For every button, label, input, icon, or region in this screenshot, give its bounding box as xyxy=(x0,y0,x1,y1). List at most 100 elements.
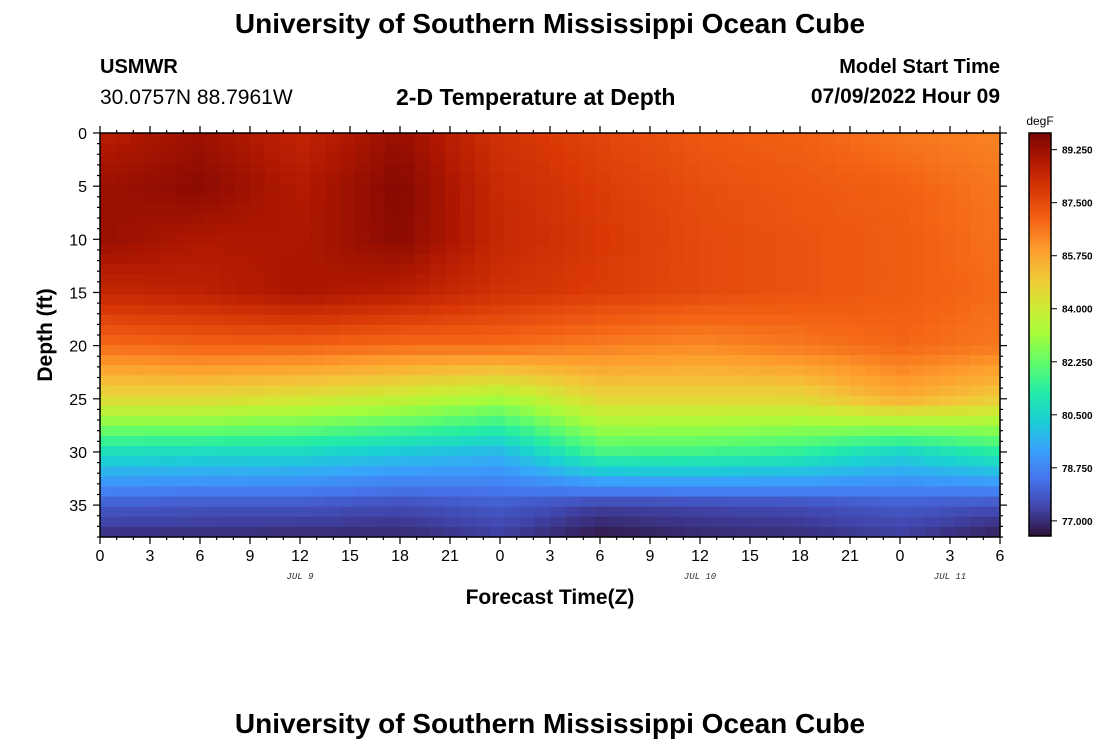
heatmap-cell xyxy=(340,496,356,508)
heatmap-cell xyxy=(715,163,731,174)
heatmap-cell xyxy=(955,436,971,447)
heatmap-cell xyxy=(520,244,536,255)
heatmap-cell xyxy=(160,496,176,508)
heatmap-cell xyxy=(910,405,926,417)
heatmap-cell xyxy=(595,446,611,457)
heatmap-cell xyxy=(745,153,761,164)
heatmap-cell xyxy=(910,133,926,144)
heatmap-cell xyxy=(115,466,131,477)
heatmap-cell xyxy=(475,375,491,387)
heatmap-cell xyxy=(550,173,566,185)
heatmap-cell xyxy=(265,486,281,498)
heatmap-cell xyxy=(850,526,866,538)
heatmap-cell xyxy=(460,446,476,457)
heatmap-cell xyxy=(415,526,431,538)
heatmap-cell xyxy=(880,355,896,366)
heatmap-cell xyxy=(205,314,221,326)
heatmap-cell xyxy=(400,133,416,144)
heatmap-cell xyxy=(535,436,551,447)
heatmap-cell xyxy=(250,244,266,255)
heatmap-cell xyxy=(985,153,1001,164)
heatmap-cell xyxy=(445,466,461,477)
heatmap-cell xyxy=(955,314,971,326)
heatmap-cell xyxy=(940,526,956,538)
heatmap-cell xyxy=(610,183,626,195)
heatmap-cell xyxy=(160,516,176,528)
heatmap-cell xyxy=(775,304,791,316)
heatmap-cell xyxy=(190,385,206,397)
heatmap-cell xyxy=(640,526,656,538)
heatmap-cell xyxy=(700,304,716,316)
heatmap-cell xyxy=(250,365,266,376)
heatmap-cell xyxy=(355,203,371,215)
heatmap-cell xyxy=(175,284,191,296)
heatmap-cell xyxy=(235,254,251,265)
heatmap-cell xyxy=(985,223,1001,235)
heatmap-cell xyxy=(400,425,416,437)
heatmap-cell xyxy=(655,365,671,376)
heatmap-cell xyxy=(475,405,491,417)
heatmap-cell xyxy=(385,264,401,275)
heatmap-cell xyxy=(910,446,926,457)
heatmap-cell xyxy=(955,355,971,366)
heatmap-cell xyxy=(130,526,146,538)
heatmap-cell xyxy=(730,466,746,477)
heatmap-cell xyxy=(985,345,1001,356)
heatmap-cell xyxy=(790,466,806,477)
heatmap-cell xyxy=(400,456,416,467)
heatmap-cell xyxy=(820,436,836,447)
heatmap-cell xyxy=(715,304,731,316)
heatmap-cell xyxy=(325,425,341,437)
heatmap-cell xyxy=(820,294,836,306)
heatmap-cell xyxy=(685,375,701,387)
heatmap-cell xyxy=(325,415,341,427)
heatmap-cell xyxy=(820,314,836,326)
heatmap-cell xyxy=(220,294,236,306)
heatmap-cell xyxy=(265,395,281,407)
heatmap-cell xyxy=(685,163,701,174)
heatmap-cell xyxy=(805,274,821,286)
heatmap-cell xyxy=(715,314,731,326)
heatmap-cell xyxy=(760,203,776,215)
heatmap-cell xyxy=(535,365,551,376)
heatmap-cell xyxy=(100,234,116,245)
heatmap-cell xyxy=(430,405,446,417)
heatmap-cell xyxy=(850,506,866,518)
heatmap-cell xyxy=(865,294,881,306)
model-start-label: Model Start Time xyxy=(839,56,1000,78)
heatmap-cell xyxy=(280,486,296,498)
heatmap-cell xyxy=(790,183,806,195)
heatmap-cell xyxy=(775,486,791,498)
heatmap-cell xyxy=(715,385,731,397)
heatmap-cell xyxy=(730,324,746,336)
heatmap-cell xyxy=(895,153,911,164)
heatmap-cell xyxy=(820,506,836,518)
heatmap-cell xyxy=(895,163,911,174)
heatmap-cell xyxy=(100,375,116,387)
heatmap-cell xyxy=(175,436,191,447)
heatmap-cell xyxy=(445,526,461,538)
heatmap-cell xyxy=(160,405,176,417)
heatmap-cell xyxy=(265,436,281,447)
heatmap-cell xyxy=(865,335,881,346)
heatmap-cell xyxy=(220,173,236,185)
heatmap-cell xyxy=(745,294,761,306)
heatmap-cell xyxy=(955,516,971,528)
heatmap-cell xyxy=(730,193,746,205)
heatmap-cell xyxy=(775,395,791,407)
heatmap-cell xyxy=(295,203,311,215)
heatmap-cell xyxy=(850,425,866,437)
heatmap-cell xyxy=(775,345,791,356)
heatmap-cell xyxy=(310,163,326,174)
heatmap-cell xyxy=(625,516,641,528)
heatmap-cell xyxy=(970,304,986,316)
heatmap-cell xyxy=(310,284,326,296)
heatmap-cell xyxy=(445,284,461,296)
heatmap-cell xyxy=(445,294,461,306)
heatmap-cell xyxy=(265,466,281,477)
heatmap-cell xyxy=(145,456,161,467)
heatmap-cell xyxy=(190,294,206,306)
heatmap-cell xyxy=(835,375,851,387)
heatmap-cell xyxy=(640,436,656,447)
heatmap-cell xyxy=(895,436,911,447)
